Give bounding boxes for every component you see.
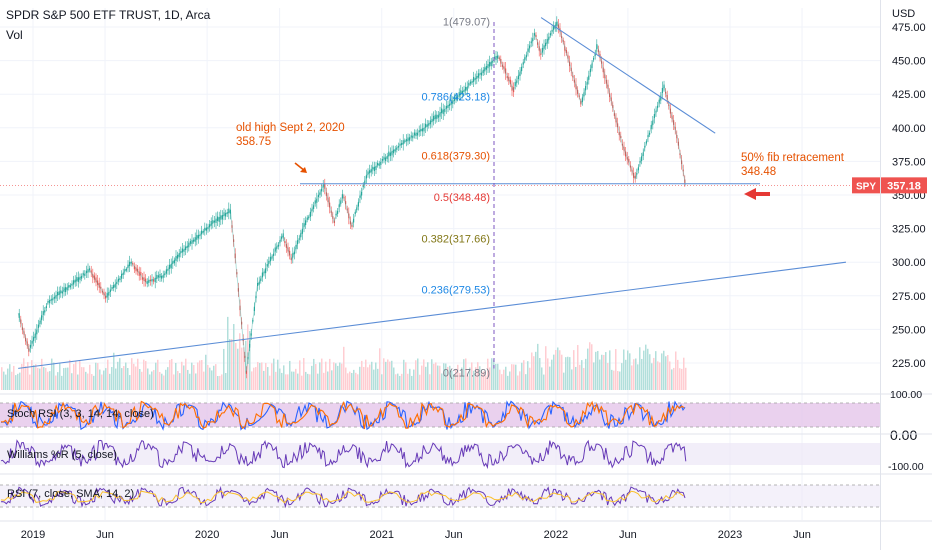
time-tick-7: Jun <box>619 529 637 541</box>
price-tick-3: 400.00 <box>892 123 926 135</box>
time-tick-8: 2023 <box>718 529 742 541</box>
old-high-arrow-head <box>300 167 307 173</box>
stoch-d-line <box>0 400 685 430</box>
last-price-symbol-box <box>852 177 880 194</box>
time-tick-0: 2019 <box>21 529 45 541</box>
price-tick-8: 275.00 <box>892 291 926 303</box>
fib-label-0_618: 0.618(379.30) <box>422 151 491 163</box>
rsi-label: RSI (7, close, SMA, 14, 2) <box>7 488 134 500</box>
stoch-axis-mid: 0.00 <box>890 427 917 443</box>
stoch-label: Stoch RSI (3, 3, 14, 14, close) <box>7 408 154 420</box>
price-tick-6: 325.00 <box>892 224 926 236</box>
price-series-line <box>17 20 687 373</box>
stoch-k-line <box>0 400 686 431</box>
time-tick-6: 2022 <box>544 529 568 541</box>
price-candles <box>18 16 686 379</box>
time-tick-2: 2020 <box>195 529 219 541</box>
trendline-0 <box>540 17 716 134</box>
price-tick-7: 300.00 <box>892 257 926 269</box>
price-tick-4: 375.00 <box>892 156 926 168</box>
fib-label-0_236: 0.236(279.53) <box>422 285 491 297</box>
symbol-title: SPDR S&P 500 ETF TRUST, 1D, Arca <box>6 8 211 22</box>
williams-axis-bottom: -100.00 <box>888 461 924 473</box>
trendline-1 <box>18 261 846 369</box>
fib-note-arrow-shaft <box>756 192 770 196</box>
stoch-band <box>0 403 880 427</box>
old-high-title: old high Sept 2, 2020 <box>236 122 345 134</box>
volume-bars <box>1 316 687 390</box>
currency-label: USD <box>892 8 915 20</box>
fib-label-0: 0(217.89) <box>443 368 490 380</box>
stoch-axis-top: 100.00 <box>890 389 922 401</box>
williams-line <box>0 439 687 470</box>
last-price-box <box>881 177 927 194</box>
price-tick-1: 450.00 <box>892 56 926 68</box>
price-tick-9: 250.00 <box>892 324 926 336</box>
williams-band <box>0 443 880 465</box>
last-price-value: 357.18 <box>887 180 921 192</box>
fib-label-1: 1(479.07) <box>443 17 490 29</box>
price-tick-0: 475.00 <box>892 22 926 34</box>
fib-label-0_5: 0.5(348.48) <box>434 192 490 204</box>
time-tick-4: 2021 <box>369 529 393 541</box>
volume-label: Vol <box>6 28 23 42</box>
last-price-symbol: SPY <box>856 181 876 192</box>
fib-note-title: 50% fib retracement <box>741 152 845 164</box>
time-tick-1: Jun <box>96 529 114 541</box>
price-tick-10: 225.00 <box>892 358 926 370</box>
time-tick-5: Jun <box>445 529 463 541</box>
williams-label: Williams %R (5, close) <box>7 449 117 461</box>
time-tick-3: Jun <box>271 529 289 541</box>
price-tick-2: 425.00 <box>892 89 926 101</box>
rsi-sma-line <box>0 490 684 504</box>
time-tick-9: Jun <box>793 529 811 541</box>
fib-note-arrow-head <box>744 188 756 200</box>
old-high-value: 358.75 <box>236 136 271 148</box>
fib-label-0_382: 0.382(317.66) <box>422 233 491 245</box>
fib-note-value: 348.48 <box>741 166 776 178</box>
fib-label-0_786: 0.786(423.18) <box>422 92 491 104</box>
